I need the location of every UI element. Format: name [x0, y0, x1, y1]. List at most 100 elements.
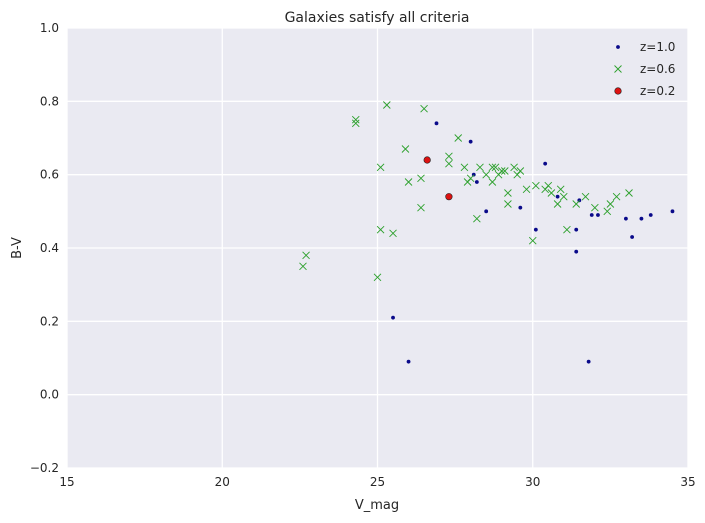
- x-marker-stroke: [516, 167, 525, 175]
- x-marker-stroke: [500, 167, 509, 175]
- legend-label: z=0.6: [640, 62, 675, 76]
- data-point: [391, 315, 395, 320]
- x-marker-stroke: [454, 134, 463, 142]
- data-point: [516, 167, 525, 175]
- x-tick-label: 30: [525, 475, 540, 489]
- x-marker-stroke: [612, 192, 621, 201]
- data-point: [460, 163, 469, 172]
- data-point: [574, 249, 579, 254]
- legend-marker: [614, 65, 622, 73]
- data-point: [596, 213, 600, 217]
- data-point: [488, 163, 497, 172]
- data-point: [474, 180, 479, 184]
- data-point: [625, 189, 633, 197]
- data-point: [553, 200, 562, 208]
- data-point: [404, 178, 413, 186]
- data-point: [563, 225, 571, 234]
- x-marker-stroke: [482, 170, 490, 179]
- x-tick-label: 25: [370, 475, 385, 489]
- y-axis-label: B-V: [10, 237, 25, 259]
- x-marker-stroke: [563, 225, 571, 234]
- data-point: [670, 209, 675, 214]
- x-marker-stroke: [547, 189, 556, 197]
- data-point: [302, 251, 310, 260]
- data-point: [420, 104, 428, 113]
- data-points: [299, 101, 675, 364]
- x-marker-stroke: [373, 273, 382, 282]
- x-marker-stroke: [504, 200, 512, 208]
- x-tick-label: 35: [680, 475, 695, 489]
- x-marker-stroke: [532, 181, 540, 190]
- x-marker-stroke: [491, 163, 500, 172]
- x-tick-label: 15: [59, 475, 74, 489]
- data-point: [488, 178, 497, 186]
- data-point: [533, 227, 538, 232]
- data-point: [468, 139, 473, 144]
- x-marker-stroke: [376, 163, 385, 172]
- data-point: [351, 119, 360, 128]
- data-point: [586, 359, 591, 364]
- data-point: [630, 235, 635, 239]
- y-tick-label: 0.2: [40, 314, 59, 328]
- data-point: [382, 101, 391, 109]
- x-marker-stroke: [382, 101, 391, 109]
- data-point: [504, 200, 512, 208]
- x-marker-stroke: [572, 200, 581, 208]
- x-tick-label: 20: [215, 475, 230, 489]
- data-point: [555, 194, 560, 199]
- data-point: [589, 213, 594, 217]
- x-marker-stroke: [556, 185, 565, 194]
- data-point: [606, 200, 615, 208]
- data-point: [476, 163, 484, 172]
- y-tick-label: 0.8: [40, 94, 59, 108]
- data-point: [445, 152, 453, 161]
- data-point: [299, 262, 307, 271]
- x-marker-stroke: [420, 104, 428, 113]
- x-marker-stroke: [299, 262, 307, 271]
- y-tick-label: 0.6: [40, 168, 59, 182]
- x-marker-stroke: [417, 174, 425, 183]
- data-point: [466, 174, 475, 183]
- legend-marker: [614, 87, 622, 95]
- x-marker-stroke: [376, 225, 385, 234]
- x-marker-stroke: [603, 207, 612, 216]
- data-point: [473, 214, 481, 223]
- x-marker-stroke: [488, 178, 497, 186]
- data-point: [528, 236, 537, 245]
- data-point: [445, 159, 453, 168]
- data-point: [376, 163, 385, 172]
- data-point: [401, 145, 410, 153]
- data-point: [484, 209, 489, 214]
- x-marker-stroke: [466, 174, 475, 183]
- x-marker-stroke: [614, 65, 622, 73]
- x-marker-stroke: [559, 192, 568, 201]
- chart-title: Galaxies satisfy all criteria: [285, 10, 470, 26]
- x-marker-stroke: [445, 159, 453, 168]
- data-point: [612, 192, 621, 201]
- legend-label: z=1.0: [640, 40, 675, 54]
- x-marker-stroke: [591, 203, 599, 212]
- data-point: [639, 216, 644, 221]
- y-tick-label: 0.0: [40, 388, 59, 402]
- y-tick-label: 1.0: [40, 21, 59, 35]
- data-point: [434, 121, 439, 126]
- data-point: [423, 156, 431, 164]
- x-marker-stroke: [544, 181, 553, 190]
- data-point: [581, 192, 590, 201]
- data-point: [559, 192, 568, 201]
- data-point: [518, 205, 523, 210]
- x-marker-stroke: [504, 189, 512, 197]
- data-point: [482, 170, 490, 179]
- data-point: [556, 185, 565, 194]
- data-point: [376, 225, 385, 234]
- x-marker-stroke: [460, 163, 469, 172]
- y-tick-labels: −0.2 0.0 0.2 0.4 0.6 0.8 1.0: [30, 21, 59, 475]
- data-point: [532, 181, 540, 190]
- data-point: [603, 207, 612, 216]
- x-marker-stroke: [473, 214, 481, 223]
- x-marker-stroke: [497, 167, 506, 175]
- y-tick-label: 0.4: [40, 241, 59, 255]
- series-1-points: [299, 101, 633, 282]
- x-tick-labels: 15 20 25 30 35: [59, 475, 695, 489]
- x-marker-stroke: [404, 178, 413, 186]
